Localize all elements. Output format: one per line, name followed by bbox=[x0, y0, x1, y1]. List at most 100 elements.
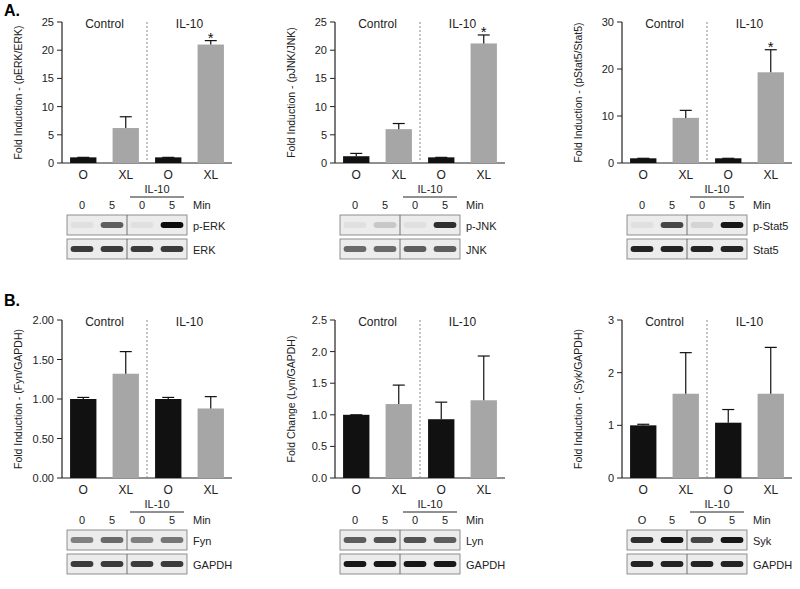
y-tick-label: 0 bbox=[608, 472, 614, 484]
bar bbox=[343, 415, 369, 478]
blot-lane-label: 0 bbox=[139, 199, 145, 211]
group-label: IL-10 bbox=[176, 315, 204, 329]
x-tick-label: XL bbox=[476, 168, 491, 182]
blot-frame bbox=[627, 554, 747, 574]
x-tick-label: O bbox=[437, 483, 446, 497]
group-label: IL-10 bbox=[176, 17, 204, 31]
blot-row-label: ERK bbox=[193, 244, 216, 256]
blot-band bbox=[434, 561, 457, 567]
blot-row-label: JNK bbox=[466, 244, 487, 256]
blot-splice bbox=[127, 530, 128, 550]
blot-band bbox=[161, 246, 184, 252]
blot-treatment: IL-10 bbox=[704, 183, 729, 195]
blot-frame bbox=[67, 215, 187, 235]
x-tick-label: XL bbox=[678, 483, 693, 497]
marks bbox=[70, 352, 224, 478]
group-label: Control bbox=[645, 315, 684, 329]
y-tick-label: 25 bbox=[315, 16, 327, 28]
y-tick bbox=[330, 50, 335, 51]
error-cap bbox=[680, 352, 692, 353]
blot-lane-label: 0 bbox=[352, 199, 358, 211]
blot-splice bbox=[687, 554, 688, 574]
y-tick bbox=[330, 22, 335, 23]
error-bar bbox=[205, 397, 217, 409]
y-tick-label: 0 bbox=[321, 157, 327, 169]
x-tick-label: XL bbox=[391, 483, 406, 497]
blot-band bbox=[344, 537, 367, 543]
y-axis-label: Fold Induction - (pStat5/Stat5) bbox=[572, 22, 584, 162]
y-tick bbox=[57, 106, 62, 107]
blot-band bbox=[374, 222, 397, 228]
error-bar bbox=[765, 347, 777, 393]
y-axis bbox=[334, 320, 335, 478]
blot-frame bbox=[340, 554, 460, 574]
y-tick bbox=[617, 163, 622, 164]
blot-row-label: p-JNK bbox=[466, 220, 497, 232]
y-tick bbox=[57, 134, 62, 135]
blot-treatment: IL-10 bbox=[144, 498, 169, 510]
group-label: IL-10 bbox=[449, 315, 477, 329]
bar bbox=[715, 423, 741, 478]
error-cap bbox=[765, 347, 777, 348]
blot-band bbox=[721, 222, 744, 228]
x-tick-label: XL bbox=[678, 168, 693, 182]
x-tick-label: O bbox=[164, 168, 173, 182]
blot-band bbox=[691, 246, 714, 252]
blot-lane-label: 5 bbox=[729, 514, 735, 526]
blot-band bbox=[374, 561, 397, 567]
y-tick bbox=[57, 163, 62, 164]
error-line bbox=[210, 397, 211, 409]
error-cap bbox=[435, 402, 447, 403]
blot-frame bbox=[340, 215, 460, 235]
blot-row-label: Fyn bbox=[193, 535, 211, 547]
bar bbox=[70, 399, 96, 478]
y-tick-label: 0.0 bbox=[312, 472, 327, 484]
blot-lane-label: 5 bbox=[169, 514, 175, 526]
blot-lane-label: 0 bbox=[412, 199, 418, 211]
marks bbox=[343, 356, 497, 478]
blot-lane-label: 5 bbox=[109, 199, 115, 211]
y-tick bbox=[57, 22, 62, 23]
x-tick-label: XL bbox=[763, 168, 778, 182]
blot-row-label: GAPDH bbox=[753, 559, 792, 571]
western-blot: IL-100505Minp-Stat5Stat5 bbox=[627, 183, 788, 259]
x-tick-label: XL bbox=[763, 483, 778, 497]
western-blot: IL-10O5O5MinSykGAPDH bbox=[627, 498, 792, 574]
error-cap bbox=[205, 396, 217, 397]
blot-frame bbox=[340, 530, 460, 550]
error-bar bbox=[722, 410, 734, 423]
error-line bbox=[685, 353, 686, 394]
y-axis bbox=[61, 22, 62, 163]
bar bbox=[630, 425, 656, 478]
error-cap bbox=[393, 123, 405, 124]
error-cap bbox=[120, 116, 132, 117]
blot-splice bbox=[687, 215, 688, 235]
bar bbox=[155, 399, 181, 478]
x-tick-label: O bbox=[79, 483, 88, 497]
y-tick bbox=[617, 116, 622, 117]
group-label: Control bbox=[85, 315, 124, 329]
y-tick bbox=[617, 478, 622, 479]
y-tick bbox=[330, 134, 335, 135]
bar bbox=[113, 374, 139, 478]
blot-lane-label: 0 bbox=[412, 514, 418, 526]
blot-splice bbox=[400, 239, 401, 259]
error-bar bbox=[120, 117, 132, 128]
bar bbox=[198, 408, 224, 478]
blot-row-label: GAPDH bbox=[466, 559, 505, 571]
blot-lane-label: 5 bbox=[729, 199, 735, 211]
blot-band bbox=[71, 561, 94, 567]
blot-frame bbox=[627, 215, 747, 235]
blot-unit: Min bbox=[193, 199, 211, 211]
bar bbox=[428, 419, 454, 478]
blot-frame bbox=[67, 239, 187, 259]
y-tick-label: 20 bbox=[315, 44, 327, 56]
error-cap bbox=[350, 414, 362, 415]
blot-frame bbox=[627, 239, 747, 259]
error-line bbox=[685, 110, 686, 118]
blot-band bbox=[344, 246, 367, 252]
blot-band bbox=[631, 537, 654, 543]
y-tick-label: 2 bbox=[608, 367, 614, 379]
x-tick-label: XL bbox=[118, 168, 133, 182]
error-line bbox=[125, 117, 126, 128]
